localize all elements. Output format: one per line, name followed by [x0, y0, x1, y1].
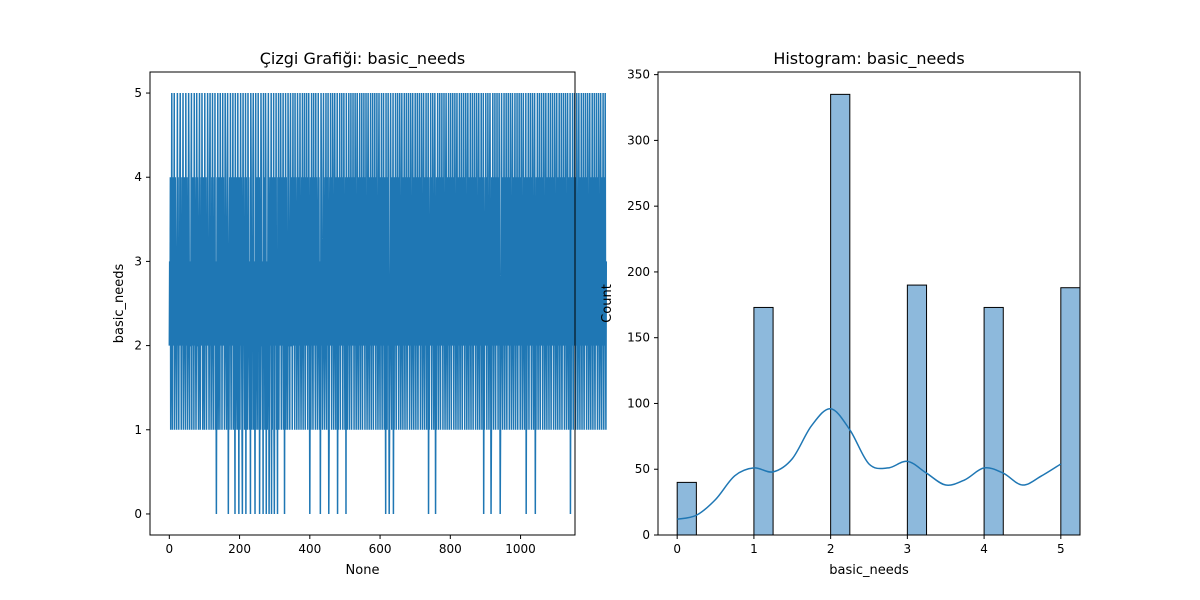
histogram-bar — [830, 93, 851, 536]
line-chart-xtick-label: 0 — [165, 542, 173, 556]
line-chart-title: Çizgi Grafiği: basic_needs — [260, 49, 466, 69]
histogram-bar — [676, 481, 697, 536]
histogram-xtick-label: 5 — [1057, 542, 1065, 556]
histogram-bar — [753, 306, 774, 536]
histogram-ytick-label: 100 — [627, 396, 650, 410]
histogram-xtick-label: 4 — [980, 542, 988, 556]
histogram-ytick-label: 50 — [635, 462, 650, 476]
kde-line-group — [677, 407, 1062, 520]
histogram-xtick-label: 3 — [904, 542, 912, 556]
histogram-xtick-label: 1 — [750, 542, 758, 556]
line-chart-frame — [149, 71, 576, 536]
histogram-bar — [983, 306, 1004, 536]
line-chart-ylabel: basic_needs — [112, 264, 127, 344]
histogram-title: Histogram: basic_needs — [773, 49, 964, 69]
line-chart-xtick-label: 1000 — [505, 542, 536, 556]
histogram-ytick-label: 0 — [642, 528, 650, 542]
line-chart-ytick-label: 4 — [134, 170, 142, 184]
line-chart-xtick-label: 400 — [298, 542, 321, 556]
line-series-group — [168, 93, 608, 514]
kde-curve — [677, 407, 1062, 520]
histogram-ytick-label: 200 — [627, 265, 650, 279]
line-chart-xtick-label: 600 — [369, 542, 392, 556]
histogram-ytick-label: 350 — [627, 68, 650, 82]
histogram-ytick-label: 250 — [627, 199, 650, 213]
histogram-ylabel: Count — [600, 284, 615, 323]
line-chart-panel: 0 200 400 600 800 1000 0 1 2 3 4 5 Çizgi Grafiği: … — [112, 49, 608, 578]
histogram-ytick-label: 150 — [627, 331, 650, 345]
line-chart-ytick-label: 2 — [134, 339, 142, 353]
line-series-path — [168, 93, 608, 514]
histogram-bar — [906, 284, 928, 536]
histogram-xlabel: basic_needs — [829, 563, 909, 578]
histogram-bars-group — [676, 93, 1081, 536]
line-chart-ytick-label: 5 — [134, 86, 142, 100]
histogram-panel: 0 1 2 3 4 5 0 50 100 150 200 250 300 350 Histogram: … — [600, 49, 1081, 578]
line-chart-xtick-label: 200 — [228, 542, 251, 556]
line-chart-ytick-label: 0 — [134, 507, 142, 521]
line-chart-ytick-label: 1 — [134, 423, 142, 437]
histogram-xtick-label: 2 — [827, 542, 835, 556]
line-chart-xlabel: None — [346, 563, 380, 578]
histogram-frame — [657, 71, 1081, 536]
histogram-bar — [1060, 287, 1081, 536]
line-chart-xtick-label: 800 — [439, 542, 462, 556]
histogram-ytick-label: 300 — [627, 133, 650, 147]
histogram-plot-area — [658, 72, 1080, 535]
line-chart-ytick-label: 3 — [134, 254, 142, 268]
histogram-xtick-label: 0 — [673, 542, 681, 556]
